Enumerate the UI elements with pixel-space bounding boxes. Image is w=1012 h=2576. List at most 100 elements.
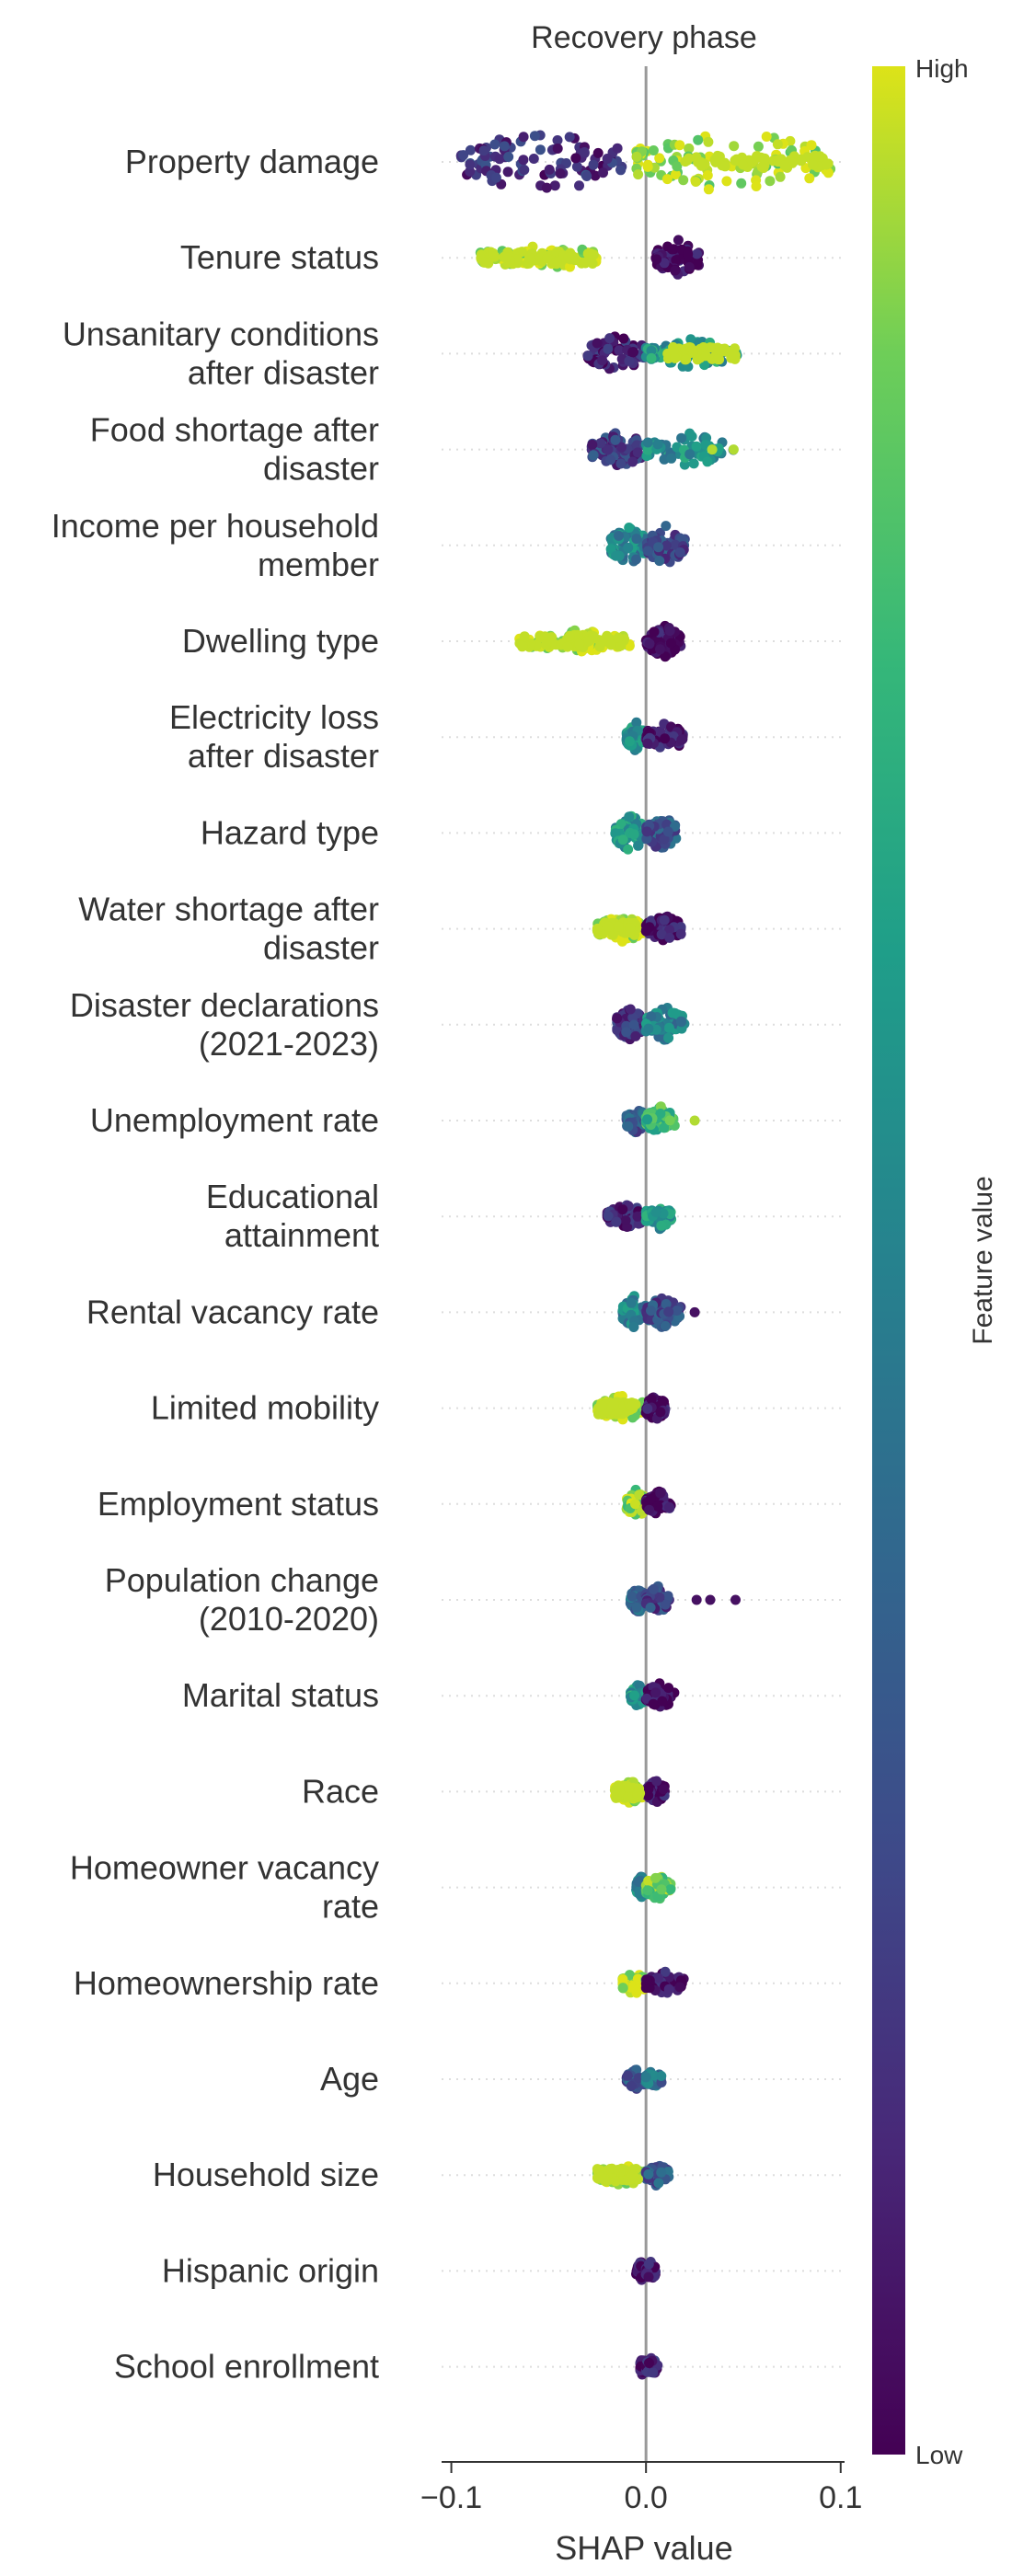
shap-point — [552, 135, 563, 145]
shap-point — [623, 1121, 634, 1132]
shap-point — [628, 1019, 639, 1030]
row-gridlines — [442, 161, 845, 2368]
shap-point — [666, 453, 677, 464]
shap-point — [632, 447, 643, 458]
shap-point — [679, 459, 690, 470]
shap-point — [670, 1007, 681, 1018]
shap-point — [605, 454, 616, 466]
shap-point — [672, 1305, 683, 1316]
shap-point — [624, 811, 635, 822]
shap-point — [623, 844, 634, 855]
shap-point — [707, 444, 718, 455]
shap-point — [671, 255, 682, 266]
shap-point — [571, 161, 582, 172]
shap-point — [611, 550, 621, 561]
shap-point — [712, 150, 723, 161]
shap-point — [738, 159, 749, 170]
shap-point — [519, 631, 530, 642]
shap-point — [564, 630, 575, 641]
shap-point — [670, 352, 681, 363]
shap-point — [653, 542, 664, 553]
shap-point — [651, 254, 662, 265]
feature-label: Age — [320, 2060, 379, 2098]
shap-point — [653, 2178, 664, 2189]
shap-point — [620, 1215, 631, 1226]
shap-point — [640, 926, 651, 937]
shap-point — [705, 342, 716, 353]
shap-point — [603, 444, 614, 455]
shap-point — [761, 132, 772, 142]
shap-point — [551, 257, 562, 268]
shap-point — [661, 521, 672, 532]
shap-point — [775, 171, 786, 182]
colorbar: High Low Feature value — [872, 54, 998, 2469]
shap-point — [821, 159, 832, 170]
shap-point — [611, 1216, 622, 1227]
shap-point — [684, 153, 695, 164]
shap-point — [689, 1115, 700, 1126]
shap-point — [664, 1115, 675, 1126]
feature-label: rate — [322, 1888, 379, 1926]
feature-label: Rental vacancy rate — [86, 1293, 379, 1330]
shap-point — [608, 1399, 619, 1410]
shap-point — [614, 530, 624, 541]
shap-point — [756, 162, 767, 172]
shap-point — [650, 1207, 661, 1218]
shap-point — [458, 150, 469, 161]
shap-point — [617, 834, 628, 845]
shap-point — [649, 627, 660, 638]
shap-point — [642, 437, 653, 448]
shap-point — [604, 2164, 615, 2174]
shap-point — [642, 1114, 653, 1125]
shap-point — [597, 355, 608, 366]
shap-point — [751, 181, 762, 191]
feature-label: Unsanitary conditions — [63, 315, 379, 352]
shap-point — [490, 172, 501, 183]
shap-point — [604, 921, 615, 932]
feature-label: Race — [302, 1772, 379, 1810]
shap-point — [624, 1783, 634, 1793]
shap-point — [663, 1501, 674, 1512]
shap-point — [703, 184, 714, 195]
shap-point — [631, 1602, 642, 1613]
shap-point — [810, 150, 821, 161]
colorbar-low-label: Low — [915, 2441, 963, 2469]
feature-label: Hazard type — [201, 813, 379, 851]
shap-point — [519, 165, 530, 176]
shap-point — [488, 247, 499, 259]
shap-point — [645, 1494, 656, 1504]
shap-point — [581, 256, 592, 267]
shap-point — [517, 640, 528, 651]
shap-point — [681, 354, 692, 365]
shap-point — [621, 1027, 632, 1038]
shap-point — [641, 1974, 652, 1985]
shap-point — [541, 639, 551, 650]
shap-point — [663, 1683, 674, 1694]
shap-point — [622, 2070, 633, 2081]
shap-point — [599, 2174, 610, 2184]
shap-point — [721, 176, 732, 187]
shap-point — [661, 174, 673, 185]
shap-point — [615, 165, 627, 176]
shap-point — [643, 2259, 654, 2270]
feature-label: Tenure status — [180, 238, 379, 276]
shap-point — [624, 355, 635, 366]
shap-point — [655, 1109, 666, 1119]
shap-point — [596, 1400, 607, 1411]
shap-point — [632, 1789, 643, 1800]
shap-point — [582, 351, 593, 362]
shap-point — [657, 1696, 668, 1707]
shap-point — [629, 1690, 640, 1701]
shap-point — [660, 651, 671, 662]
feature-label: Household size — [153, 2156, 379, 2193]
feature-label: Population change — [105, 1561, 379, 1599]
shap-point — [658, 1784, 669, 1795]
feature-label: Hispanic origin — [162, 2251, 379, 2289]
shap-point — [728, 444, 739, 455]
shap-point — [625, 1004, 636, 1015]
shap-point — [602, 154, 613, 164]
x-tick-label: −0.1 — [420, 2480, 482, 2515]
shap-point — [643, 2168, 654, 2179]
colorbar-high-label: High — [915, 54, 969, 83]
shap-point — [605, 639, 616, 650]
